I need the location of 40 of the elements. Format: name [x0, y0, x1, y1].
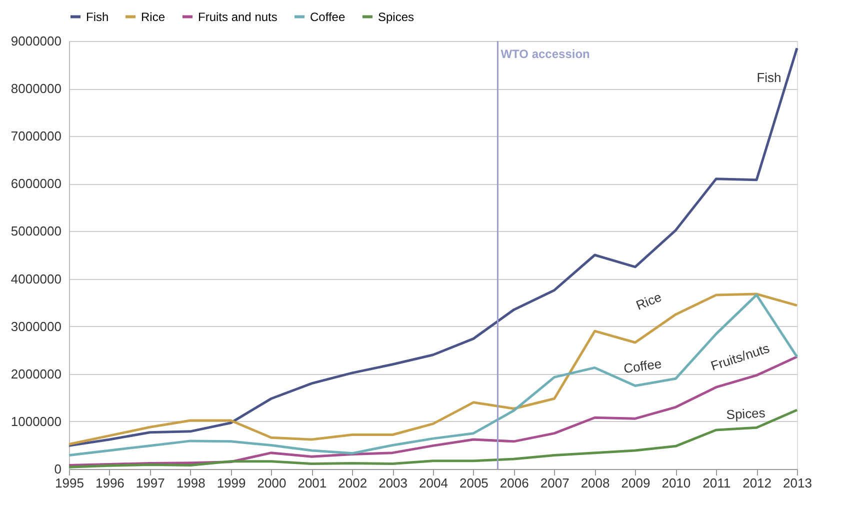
x-tick-label: 1996 — [95, 476, 124, 490]
line-series — [68, 46, 798, 447]
x-tick-label: 2002 — [338, 476, 368, 490]
annotation: Coffee — [622, 356, 662, 376]
annotation: Spices — [726, 405, 766, 422]
x-tick-label: 2000 — [257, 476, 286, 490]
y-tick-label: 4000000 — [10, 271, 62, 286]
x-tick-label: 2008 — [580, 476, 610, 490]
legend-label: Rice — [141, 10, 166, 24]
x-tick-label: 2011 — [702, 476, 731, 490]
x-tick-label: 2010 — [662, 476, 691, 490]
legend-label: Spices — [378, 10, 414, 24]
x-tick-label: 2007 — [540, 476, 570, 490]
x-tick-label: 2005 — [459, 476, 488, 490]
y-tick-label: 8000000 — [10, 81, 62, 96]
y-tick-label: 2000000 — [10, 366, 62, 382]
x-tick-label: 1997 — [136, 476, 165, 490]
y-tick-label: 5000000 — [10, 224, 62, 239]
annotation: Rice — [634, 289, 664, 313]
x-tick-label: 2004 — [419, 476, 448, 490]
y-tick-label: 9000000 — [10, 34, 62, 48]
x-tick-label: 2013 — [783, 476, 812, 490]
legend-label: Fish — [86, 10, 109, 24]
annotation: Fish — [756, 70, 782, 86]
x-tick-label: 2006 — [500, 476, 529, 490]
y-tick-label: 1000000 — [10, 414, 62, 429]
y-tick-label: 6000000 — [10, 176, 62, 192]
legend-label: Coffee — [310, 10, 346, 24]
x-tick-label: 1999 — [216, 476, 246, 490]
x-tick-label: 2009 — [621, 476, 650, 490]
x-tick-label: 2003 — [378, 476, 408, 490]
y-tick-label: 3000000 — [10, 318, 62, 334]
x-tick-label: 1998 — [176, 476, 206, 490]
legend-label: Fruits and nuts — [198, 10, 278, 24]
ref-line-label: WTO accession — [500, 47, 590, 61]
y-tick-label: 0 — [54, 462, 62, 476]
y-tick-label: 7000000 — [10, 128, 62, 144]
x-tick-label: 2012 — [742, 476, 772, 490]
x-tick-label: 1995 — [55, 476, 84, 490]
x-tick-label: 2001 — [298, 476, 327, 490]
